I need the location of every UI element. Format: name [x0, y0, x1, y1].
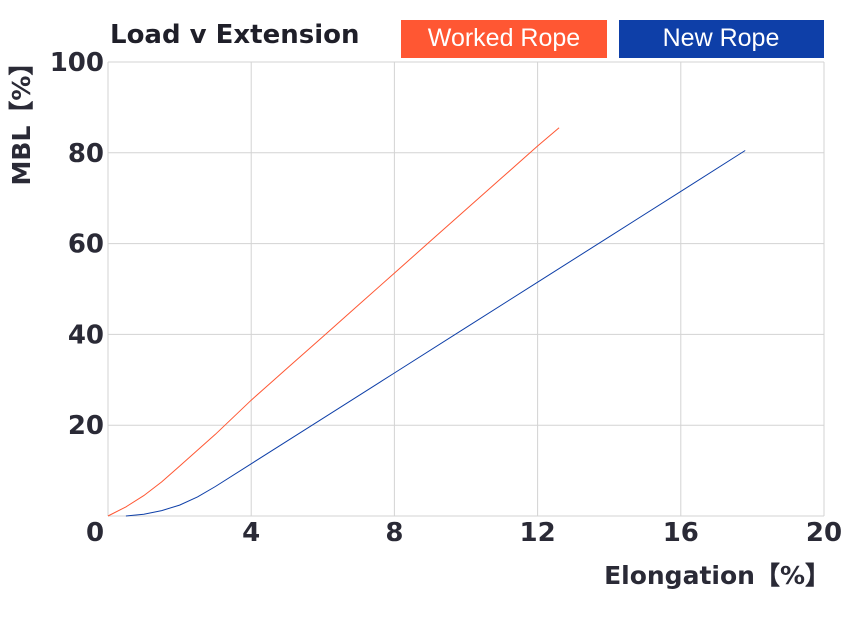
- series-line-worked-rope: [107, 127, 560, 517]
- y-tick-label: 60: [68, 230, 104, 260]
- x-tick-label: 8: [385, 518, 403, 548]
- series-layer: [107, 127, 746, 517]
- y-tick-label: 20: [68, 411, 104, 441]
- y-tick-label: 80: [68, 139, 104, 169]
- x-tick-label: 4: [242, 518, 260, 548]
- series-line-new-rope: [125, 150, 746, 517]
- y-axis-title: MBL【%】: [7, 51, 36, 186]
- legend-swatch-worked-rope: [401, 20, 607, 58]
- legend-label-new-rope: New Rope: [663, 24, 780, 52]
- legend-swatch-new-rope: [619, 20, 824, 58]
- grid: [107, 61, 825, 517]
- chart-title: Load v Extension: [110, 20, 360, 50]
- x-axis-title: Elongation【%】: [604, 561, 830, 590]
- x-tick-label: 16: [663, 518, 699, 548]
- x-tick-label: 12: [520, 518, 556, 548]
- legend-label-worked-rope: Worked Rope: [428, 24, 580, 52]
- y-tick-label: 100: [50, 48, 104, 78]
- tick-labels: 0 4 8 12 16 20 20 40 60 80 100: [50, 48, 842, 548]
- x-tick-label: 0: [86, 518, 104, 548]
- y-tick-label: 40: [68, 320, 104, 350]
- x-tick-label: 20: [806, 518, 842, 548]
- legend: Worked Rope New Rope: [401, 20, 824, 58]
